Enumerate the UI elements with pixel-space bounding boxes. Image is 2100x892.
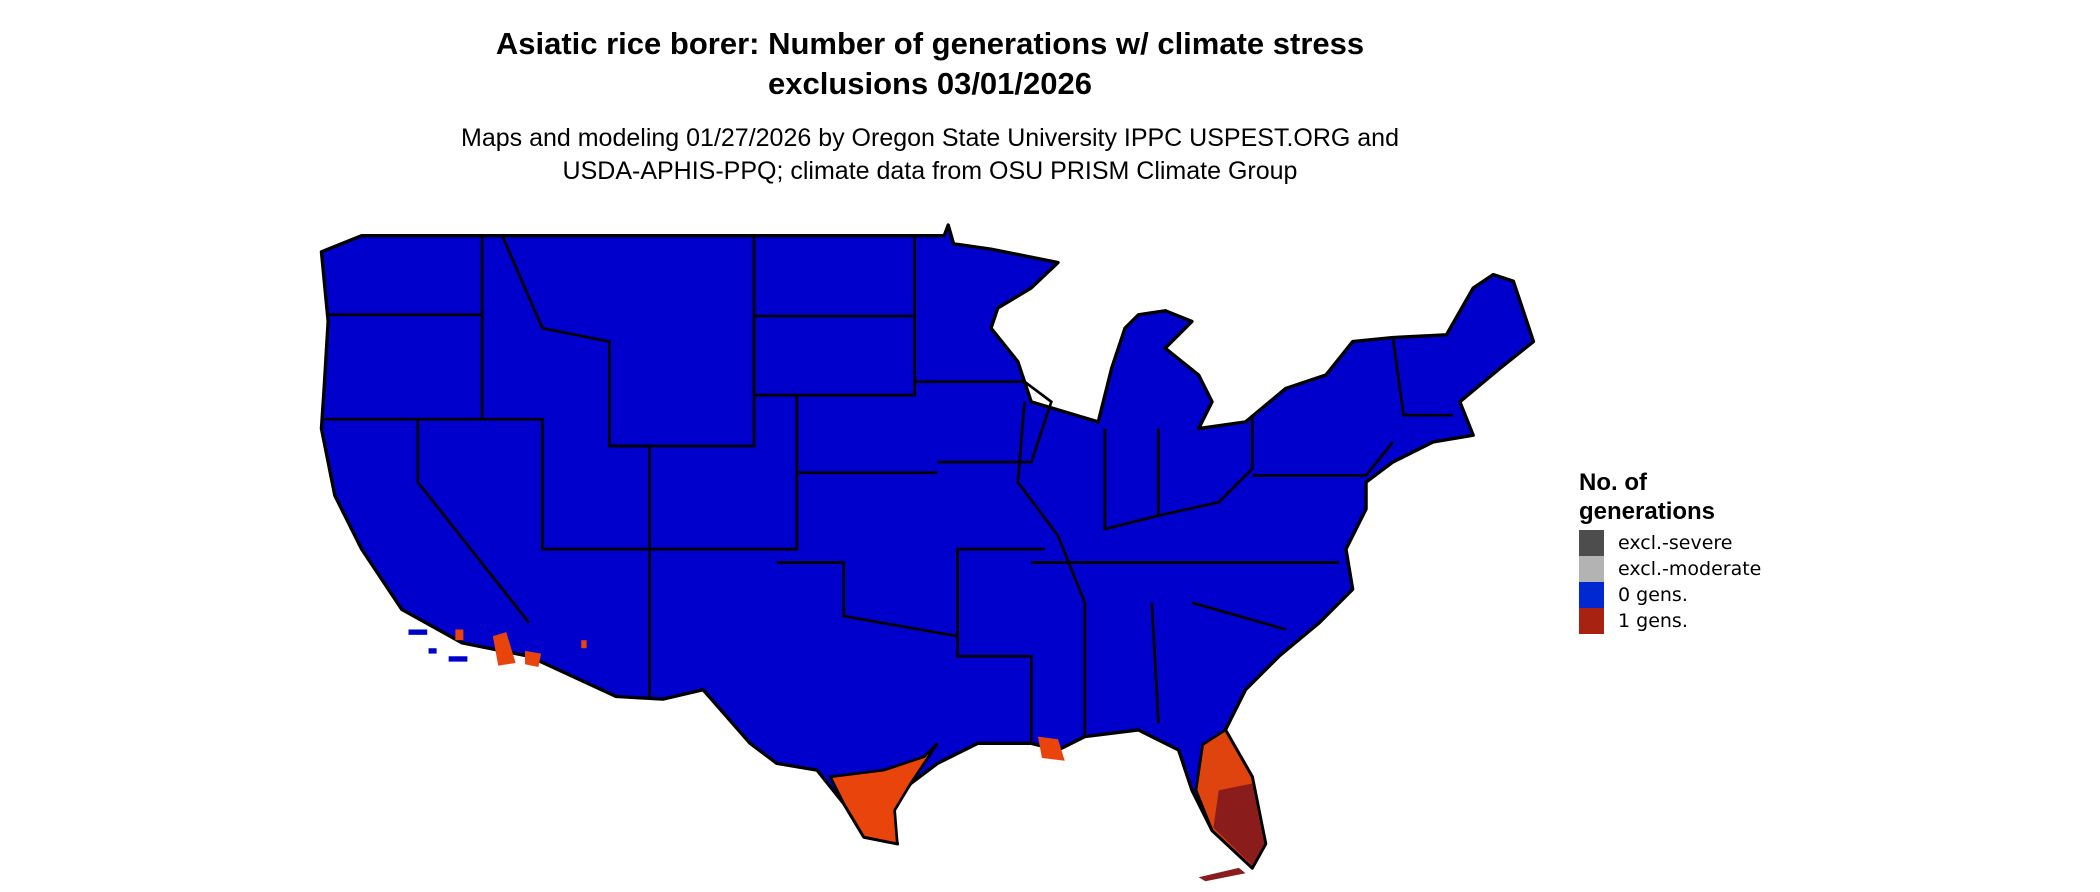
legend-swatch	[1579, 556, 1604, 582]
south-florida-one-gen-dark-region	[1213, 783, 1265, 866]
state-borders	[324, 235, 1454, 744]
title-line-2: exclusions 03/01/2026	[767, 66, 1092, 101]
legend-item-excl-severe: excl.-severe	[1579, 530, 1761, 556]
conus-zero-gens-region	[319, 223, 1536, 870]
legend-item-0-gens: 0 gens.	[1579, 582, 1761, 608]
channel-islands	[408, 629, 468, 662]
legend-swatch	[1579, 582, 1604, 608]
legend-title: No. of generations	[1579, 468, 1761, 526]
southwest-one-gen-spots	[455, 629, 587, 667]
map-subtitle: Maps and modeling 01/27/2026 by Oregon S…	[330, 122, 1530, 188]
legend-label: 0 gens.	[1618, 584, 1688, 606]
map-title: Asiatic rice borer: Number of generation…	[330, 24, 1530, 104]
legend-label: 1 gens.	[1618, 610, 1688, 632]
legend-title-line-2: generations	[1579, 498, 1716, 525]
legend-label: excl.-severe	[1618, 532, 1733, 554]
florida-keys	[1198, 867, 1246, 882]
legend-title-line-1: No. of	[1579, 469, 1647, 496]
legend-swatch	[1579, 530, 1604, 556]
legend-swatch	[1579, 608, 1604, 634]
subtitle-line-2: USDA-APHIS-PPQ; climate data from OSU PR…	[562, 157, 1298, 185]
legend: No. of generations excl.-severe excl.-mo…	[1579, 468, 1761, 634]
legend-item-1-gens: 1 gens.	[1579, 608, 1761, 634]
legend-item-excl-moderate: excl.-moderate	[1579, 556, 1761, 582]
texas-one-gen-region	[828, 742, 939, 846]
louisiana-one-gen-spot	[1037, 736, 1065, 761]
legend-label: excl.-moderate	[1618, 558, 1762, 580]
subtitle-line-1: Maps and modeling 01/27/2026 by Oregon S…	[461, 124, 1399, 152]
title-line-1: Asiatic rice borer: Number of generation…	[495, 26, 1365, 61]
